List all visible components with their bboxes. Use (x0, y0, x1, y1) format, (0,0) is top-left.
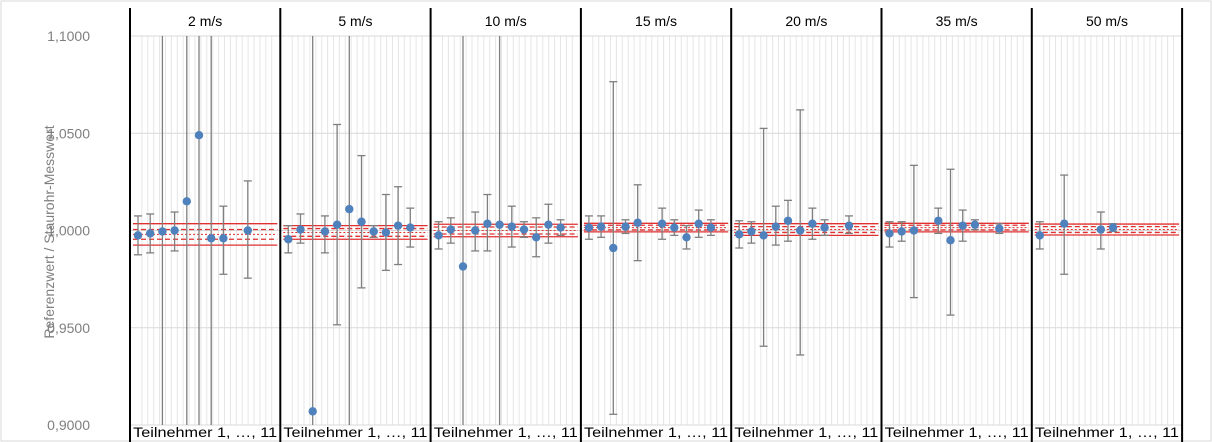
panel: 5 m/s Teilnehmer 1, …, 11 (280, 13, 431, 440)
panel: 15 m/s Teilnehmer 1, …, 11 (580, 13, 732, 440)
y-axis-label: Referenzwert / Staurohr-Messwert (41, 125, 57, 338)
panel: 10 m/s Teilnehmer 1, …, 11 (430, 13, 581, 440)
panel-title: 10 m/s (485, 13, 527, 29)
panels: 2 m/s Teilnehmer 1, …, 11 5 m/s Teilnehmer … (129, 8, 1184, 442)
y-tick-label: 0,9500 (47, 320, 90, 336)
data-point (609, 243, 618, 253)
data-point (808, 219, 817, 228)
data-point (381, 228, 391, 237)
data-point (706, 223, 716, 232)
data-point (471, 226, 480, 235)
data-point (670, 223, 679, 232)
data-point (970, 220, 980, 229)
data-point (296, 225, 305, 234)
panel-x-label: Teilnehmer 1, …, 11 (584, 425, 728, 440)
data-point (133, 231, 143, 240)
panel-x-label: Teilnehmer 1, …, 11 (734, 425, 878, 440)
data-point (657, 219, 667, 228)
data-point (820, 223, 829, 232)
data-point (958, 221, 967, 230)
data-point (694, 219, 703, 228)
data-point (1060, 219, 1069, 228)
data-point (796, 226, 805, 235)
panel-x-label: Teilnehmer 1, …, 11 (885, 425, 1029, 440)
y-tick-label: 1,0500 (47, 125, 90, 141)
panel-title: 20 m/s (785, 13, 827, 29)
data-point (284, 235, 293, 244)
data-point (1035, 231, 1045, 240)
data-point (345, 204, 354, 214)
data-point (458, 262, 468, 271)
data-point (146, 229, 155, 238)
data-point (532, 233, 541, 242)
data-point (783, 216, 793, 225)
data-point (771, 222, 780, 231)
data-point (596, 222, 606, 231)
panel-title: 35 m/s (936, 13, 978, 29)
panel-title: 50 m/s (1086, 13, 1128, 29)
data-point (995, 224, 1004, 233)
panel-x-label: Teilnehmer 1, …, 11 (434, 425, 578, 440)
data-point (320, 227, 330, 236)
data-point (393, 221, 403, 230)
panel-x-label: Teilnehmer 1, …, 11 (1035, 425, 1179, 440)
y-tick-label: 1,0000 (47, 223, 90, 239)
data-point (909, 226, 919, 235)
data-point (170, 226, 179, 235)
panel-x-label: Teilnehmer 1, …, 11 (133, 425, 277, 440)
data-point (483, 219, 492, 228)
data-point (584, 223, 594, 232)
data-point (747, 227, 756, 236)
data-point (434, 231, 443, 240)
y-tick-labels: 1,1000 1,0500 1,0000 0,9500 0,9000 (47, 28, 90, 433)
data-point (621, 222, 630, 231)
data-point (1108, 223, 1118, 232)
data-point (495, 220, 504, 229)
data-point (369, 227, 378, 236)
panel-x-label: Teilnehmer 1, …, 11 (283, 425, 427, 440)
data-point (507, 222, 516, 231)
data-point (544, 220, 553, 229)
data-point (1096, 225, 1106, 234)
data-point (243, 226, 252, 235)
data-point (182, 197, 191, 206)
data-point (885, 229, 894, 238)
panel-title: 5 m/s (338, 13, 372, 29)
data-point (406, 223, 415, 232)
y-tick-label: 0,9000 (47, 417, 90, 433)
data-point (357, 217, 366, 226)
data-point (934, 216, 943, 225)
data-point (332, 220, 342, 229)
data-point (633, 218, 642, 227)
panel: 50 m/s Teilnehmer 1, …, 11 (1031, 13, 1183, 440)
data-point (897, 227, 906, 236)
data-point (446, 225, 455, 234)
y-tick-label: 1,1000 (47, 28, 90, 44)
panel-title: 15 m/s (635, 13, 677, 29)
data-point (207, 234, 216, 243)
data-point (194, 130, 204, 140)
data-point (844, 221, 854, 230)
data-point (946, 236, 955, 245)
data-point (519, 225, 529, 234)
data-point (219, 234, 228, 243)
data-point (158, 227, 167, 236)
panel: 2 m/s Teilnehmer 1, …, 11 (130, 13, 281, 440)
data-point (556, 223, 565, 232)
panel: 35 m/s Teilnehmer 1, …, 11 (881, 13, 1032, 440)
data-point (682, 233, 691, 242)
data-point (735, 230, 744, 239)
panel: 20 m/s Teilnehmer 1, …, 11 (731, 13, 882, 440)
data-point (308, 407, 317, 416)
panel-title: 2 m/s (188, 13, 222, 29)
data-point (759, 231, 768, 240)
